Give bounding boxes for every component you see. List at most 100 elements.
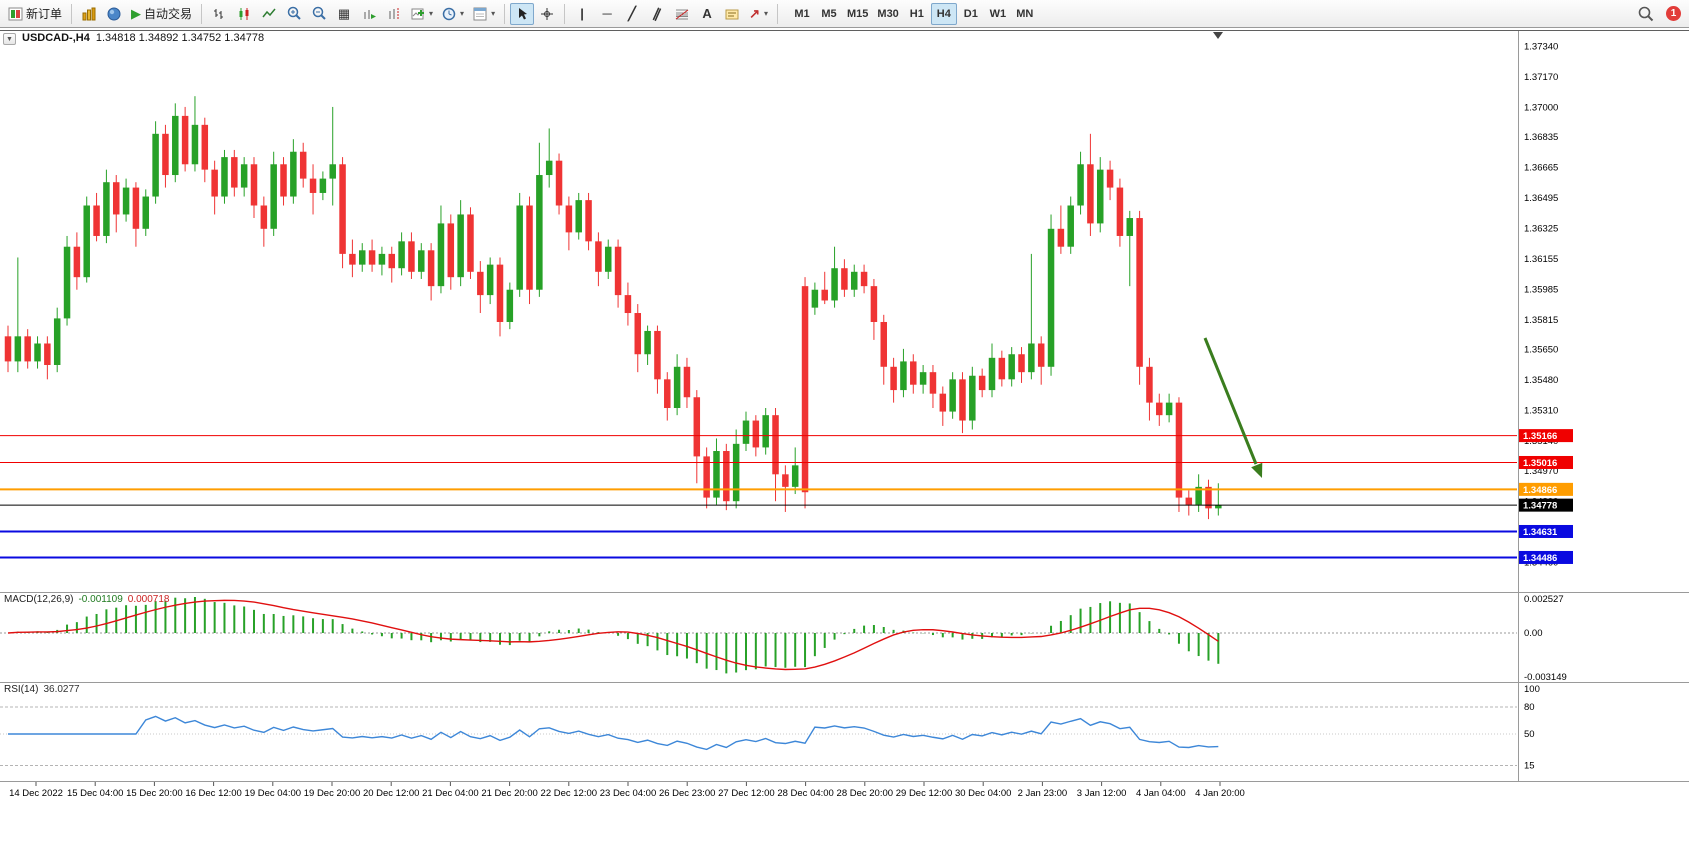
price-tags[interactable]: 1.35166 1.35016 1.34866 1.34778 1.34631 1.344… xyxy=(1519,429,1573,564)
auto-scroll-button[interactable] xyxy=(357,3,381,25)
time-axis[interactable]: 14 Dec 2022 15 Dec 04:00 15 Dec 20:00 16 De… xyxy=(9,782,1245,799)
dropdown-caret-icon: ▾ xyxy=(429,9,434,18)
dropdown-caret-icon: ▾ xyxy=(763,9,768,18)
market-watch-icon xyxy=(82,7,96,20)
horizontal-line-button[interactable]: ─ xyxy=(595,3,619,25)
timeframe-button-w1[interactable]: W1 xyxy=(989,7,1007,20)
autotrading-button[interactable]: ▶ 自动交易 xyxy=(127,3,196,25)
line-chart-button[interactable] xyxy=(257,3,281,25)
svg-text:1.34866: 1.34866 xyxy=(1523,485,1557,496)
search-button[interactable] xyxy=(1634,3,1658,25)
timeframe-button-m5[interactable]: M5 xyxy=(821,7,837,20)
svg-text:21 Dec 04:00: 21 Dec 04:00 xyxy=(422,788,479,799)
line-chart-icon xyxy=(262,8,276,17)
svg-text:1.34486: 1.34486 xyxy=(1523,553,1557,564)
timeframe-button-mn[interactable]: MN xyxy=(1016,7,1034,20)
separator xyxy=(564,3,566,24)
svg-text:1.36835: 1.36835 xyxy=(1524,132,1558,143)
arrows-button[interactable]: ↗ ▾ xyxy=(745,3,772,25)
timeframe-button-h4[interactable]: H4 xyxy=(930,2,957,25)
toolbar-right-group: 1 xyxy=(1634,3,1685,25)
chart-shift-icon xyxy=(389,7,399,20)
svg-text:0.002527: 0.002527 xyxy=(1524,594,1564,605)
horizontal-line-icon: ─ xyxy=(602,6,612,21)
arrows-icon: ↗ xyxy=(749,6,760,21)
svg-text:27 Dec 12:00: 27 Dec 12:00 xyxy=(718,788,775,799)
channel-button[interactable]: ∥ xyxy=(645,3,669,25)
new-order-icon xyxy=(8,7,23,20)
macd-main-value: -0.001109 xyxy=(78,594,123,605)
navigator-icon xyxy=(107,7,121,20)
zoom-in-icon xyxy=(287,6,301,20)
channel-icon: ∥ xyxy=(651,5,664,22)
candlestick-series xyxy=(4,96,1222,520)
candlestick-chart-button[interactable] xyxy=(232,3,256,25)
cursor-icon xyxy=(518,7,527,19)
timeframe-button-d1[interactable]: D1 xyxy=(963,7,978,20)
svg-text:1.35985: 1.35985 xyxy=(1524,284,1558,295)
symbol-name: USDCAD-,H4 xyxy=(22,32,90,44)
vertical-line-button[interactable]: | xyxy=(570,3,594,25)
fibonacci-button[interactable] xyxy=(670,3,694,25)
timeframe-button-m30[interactable]: M30 xyxy=(877,7,899,20)
svg-text:1.35310: 1.35310 xyxy=(1524,405,1558,416)
chart-shift-button[interactable] xyxy=(382,3,406,25)
zoom-out-button[interactable] xyxy=(307,3,331,25)
periods-button[interactable]: ▾ xyxy=(438,3,468,25)
separator xyxy=(71,3,73,24)
one-click-trading-button[interactable]: ▼ xyxy=(3,33,16,45)
svg-text:1.35166: 1.35166 xyxy=(1523,431,1557,442)
svg-text:19 Dec 20:00: 19 Dec 20:00 xyxy=(304,788,361,799)
svg-text:28 Dec 04:00: 28 Dec 04:00 xyxy=(777,788,834,799)
vertical-line-icon: | xyxy=(580,6,584,21)
text-button[interactable]: A xyxy=(695,3,719,25)
svg-text:19 Dec 04:00: 19 Dec 04:00 xyxy=(245,788,302,799)
svg-text:1.34778: 1.34778 xyxy=(1523,501,1557,512)
tile-windows-icon: ▦ xyxy=(337,6,351,21)
autotrading-play-icon: ▶ xyxy=(131,6,142,21)
new-order-label: 新订单 xyxy=(26,7,63,21)
cursor-button[interactable] xyxy=(510,2,535,25)
svg-text:26 Dec 23:00: 26 Dec 23:00 xyxy=(659,788,716,799)
svg-text:80: 80 xyxy=(1524,702,1535,713)
svg-text:-0.003149: -0.003149 xyxy=(1524,672,1567,683)
tile-windows-button[interactable]: ▦ xyxy=(332,3,356,25)
price-chart[interactable]: 1.37340 1.37170 1.37000 1.36835 1.36665 1.364… xyxy=(0,28,1689,865)
notification-badge[interactable]: 1 xyxy=(1666,6,1681,21)
timeframe-button-h1[interactable]: H1 xyxy=(909,7,924,20)
trend-arrow[interactable] xyxy=(1203,337,1263,478)
symbol-label: USDCAD-,H4 1.34818 1.34892 1.34752 1.3477… xyxy=(22,32,264,44)
chart-window: 1.37340 1.37170 1.37000 1.36835 1.36665 1.364… xyxy=(0,28,1689,865)
svg-text:14 Dec 2022: 14 Dec 2022 xyxy=(9,788,63,799)
svg-text:1.37340: 1.37340 xyxy=(1524,42,1558,53)
svg-text:0.00: 0.00 xyxy=(1524,628,1543,639)
trendline-icon: ╱ xyxy=(628,6,636,21)
chart-shift-marker[interactable] xyxy=(1213,32,1223,39)
timeframe-button-m15[interactable]: M15 xyxy=(847,7,869,20)
trendline-button[interactable]: ╱ xyxy=(620,3,644,25)
templates-button[interactable]: ▾ xyxy=(469,3,499,25)
svg-text:1.36325: 1.36325 xyxy=(1524,223,1558,234)
rsi-line xyxy=(8,715,1219,751)
text-label-button[interactable] xyxy=(720,3,744,25)
new-chart-button[interactable]: ▾ xyxy=(407,3,437,25)
svg-text:1.37000: 1.37000 xyxy=(1524,102,1558,113)
market-watch-button[interactable] xyxy=(77,3,101,25)
bar-chart-button[interactable] xyxy=(207,3,231,25)
main-toolbar: 新订单 ▶ 自动交易 ▦ ▾ ▾ ▾ xyxy=(0,0,1689,28)
navigator-button[interactable] xyxy=(102,3,126,25)
new-order-button[interactable]: 新订单 xyxy=(4,3,66,25)
auto-scroll-icon xyxy=(364,9,377,19)
svg-text:1.36495: 1.36495 xyxy=(1524,193,1558,204)
separator xyxy=(504,3,506,24)
svg-text:16 Dec 12:00: 16 Dec 12:00 xyxy=(185,788,242,799)
dropdown-caret-icon: ▾ xyxy=(460,9,465,18)
zoom-in-button[interactable] xyxy=(282,3,306,25)
svg-text:4 Jan 04:00: 4 Jan 04:00 xyxy=(1136,788,1186,799)
horizontal-lines[interactable] xyxy=(0,435,1517,559)
text-icon: A xyxy=(702,6,712,21)
svg-text:15: 15 xyxy=(1524,761,1535,772)
timeframe-button-m1[interactable]: M1 xyxy=(794,7,810,20)
svg-text:1.36155: 1.36155 xyxy=(1524,254,1558,265)
crosshair-button[interactable] xyxy=(535,3,559,25)
